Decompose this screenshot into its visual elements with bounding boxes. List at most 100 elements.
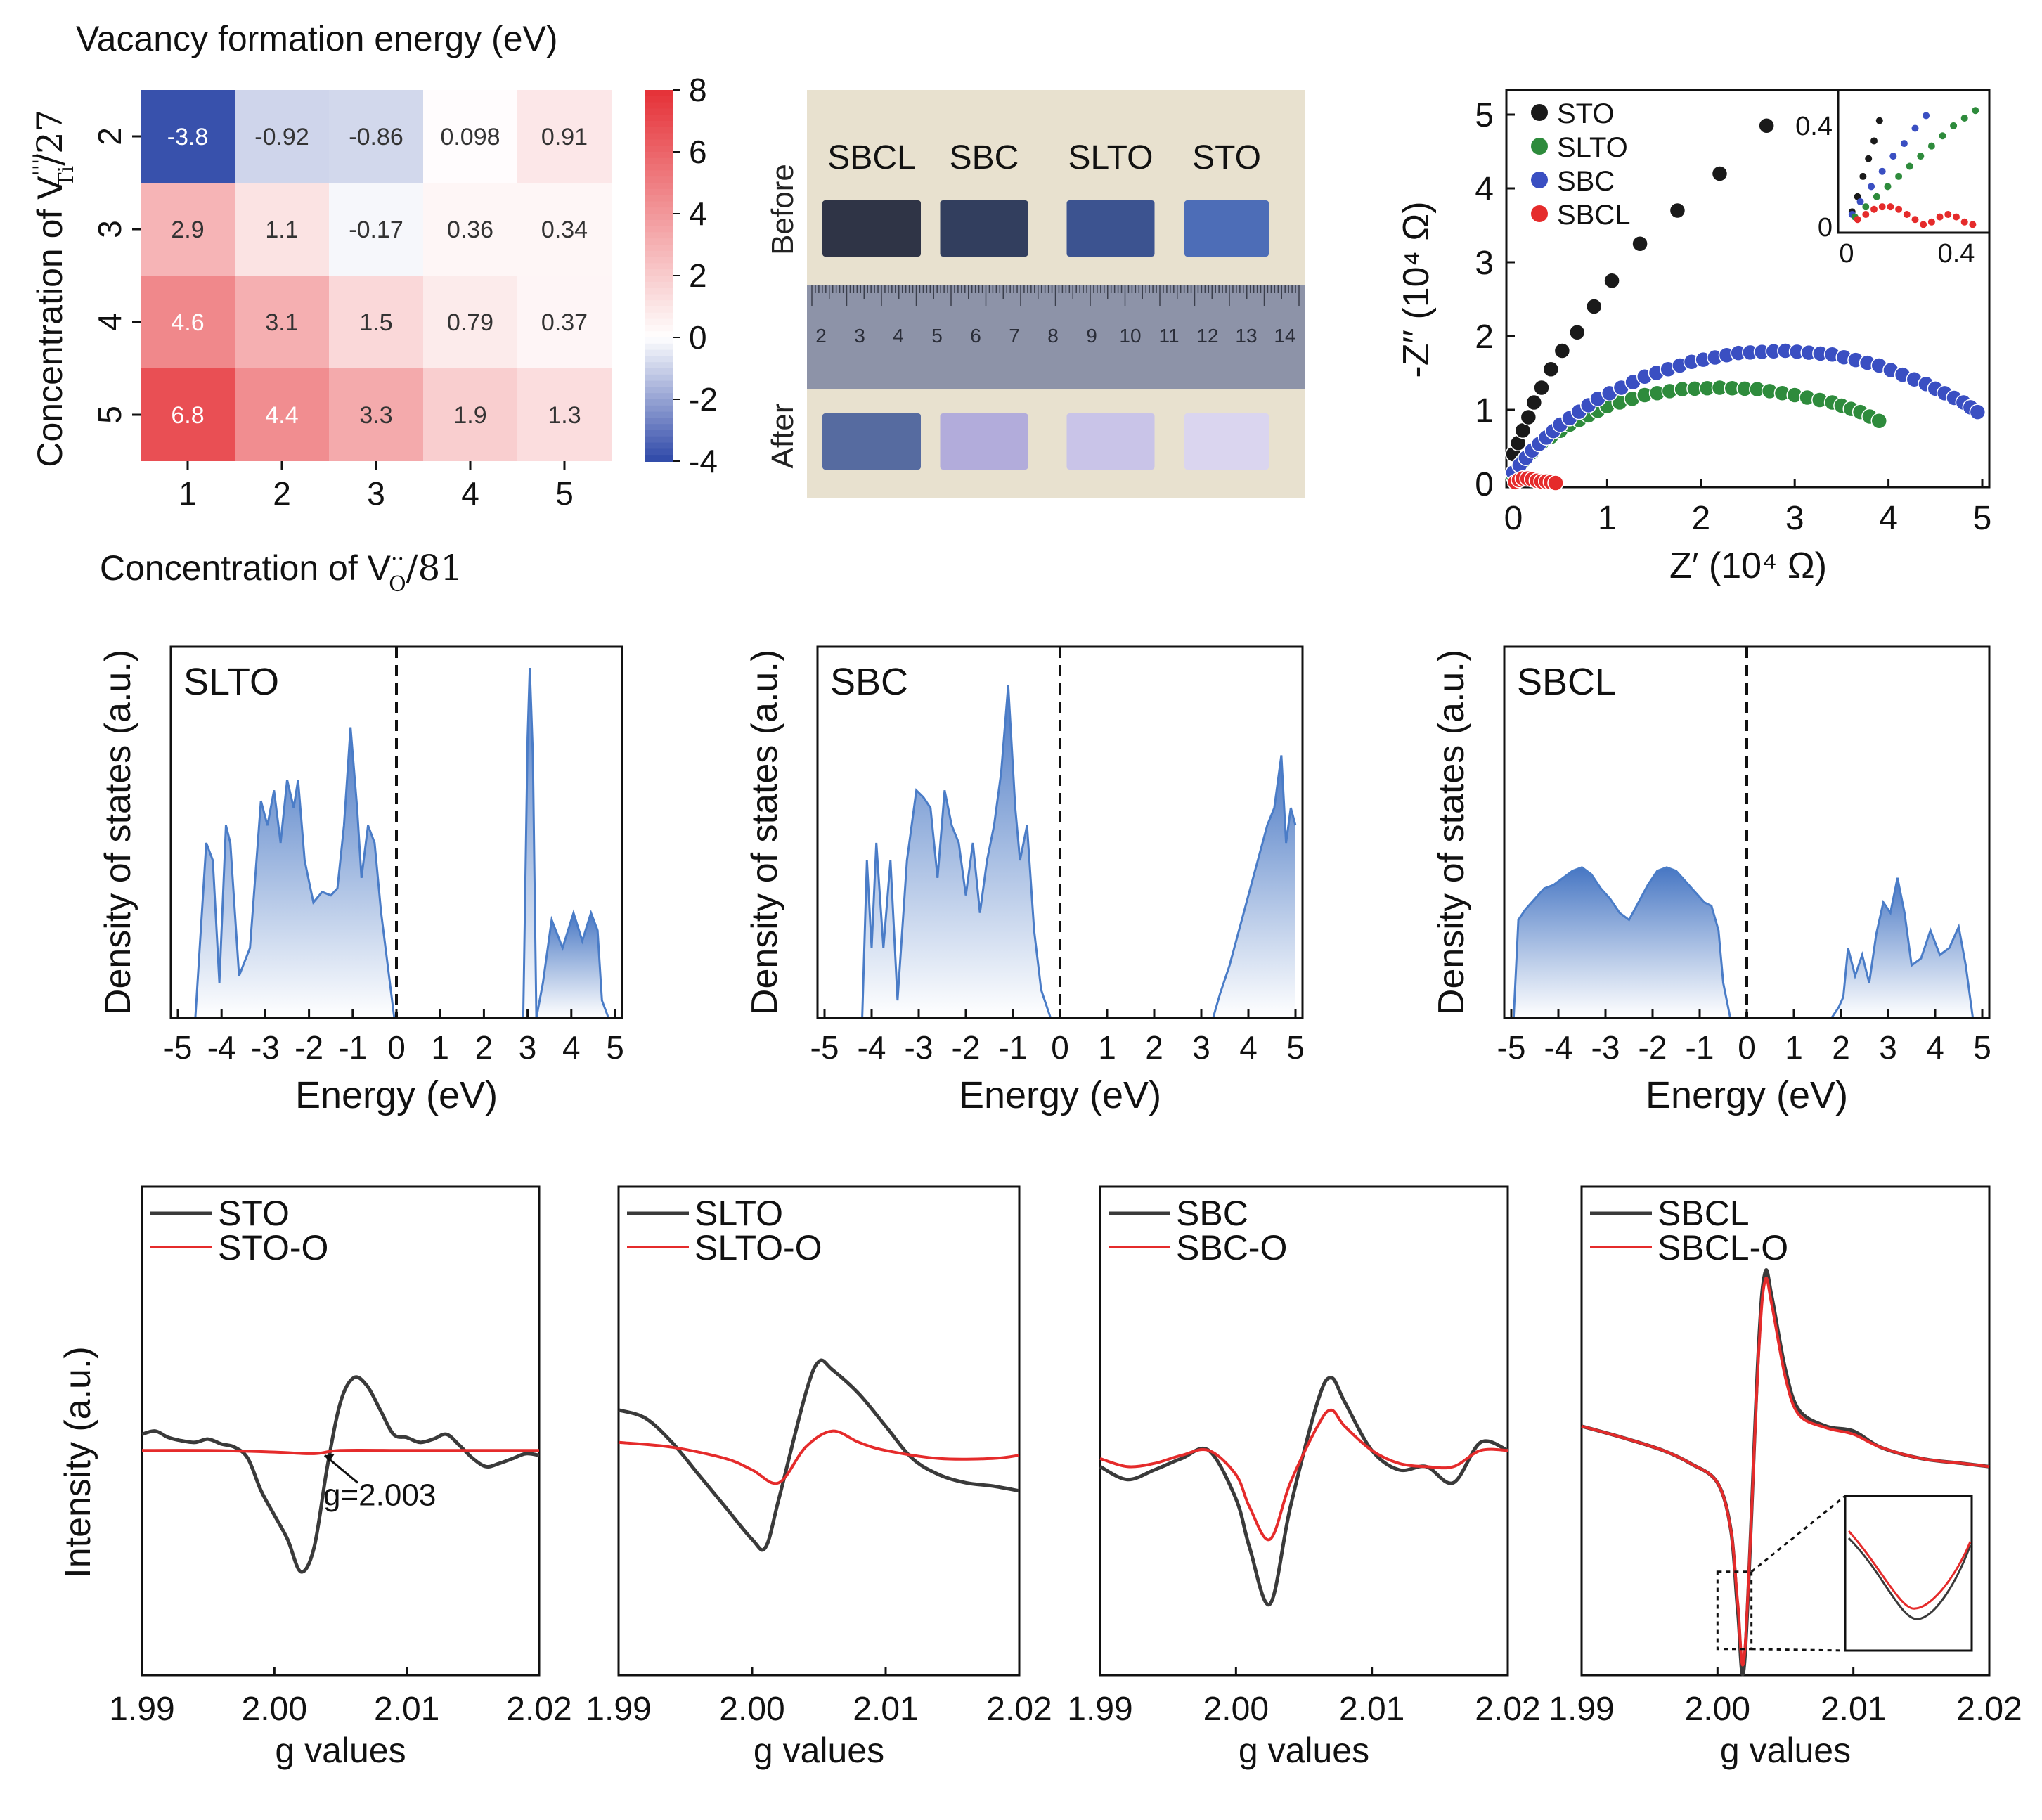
dos-xtick-label: 4 xyxy=(1239,1029,1258,1066)
colorbar-segment xyxy=(645,387,673,394)
dos-ylabel: Density of states (a.u.) xyxy=(1431,650,1472,1015)
epr-ylabel: Intensity (a.u.) xyxy=(58,1346,98,1577)
dos-xtick-label: -5 xyxy=(810,1029,839,1066)
dos-xtick-label: 4 xyxy=(562,1029,581,1066)
colorbar-segment xyxy=(645,325,673,333)
dos-fill xyxy=(195,727,394,1018)
colorbar-segment xyxy=(645,170,673,178)
dos-xtick-label: 2 xyxy=(1832,1029,1850,1066)
heatmap-cell xyxy=(235,183,329,276)
sample-before xyxy=(1066,200,1155,257)
heatmap-panel: Vacancy formation energy (eV) -3.8 -0.92 -… xyxy=(29,19,718,597)
epr-legend-oxidized: SBC-O xyxy=(1176,1228,1287,1267)
eis-ylabel: -Z′′ (10⁴ Ω) xyxy=(1396,201,1437,377)
heatmap-cell-label: 4.6 xyxy=(171,309,204,336)
dos-xtick-label: -1 xyxy=(999,1029,1028,1066)
eis-ytick-label: 5 xyxy=(1475,97,1494,134)
epr-xtick-label: 2.01 xyxy=(1339,1691,1404,1728)
eis-inset-point xyxy=(1923,112,1930,120)
eis-xtick-label: 1 xyxy=(1598,500,1617,537)
dos-xtick-label: 4 xyxy=(1926,1029,1944,1066)
epr-frame xyxy=(1099,1185,1509,1677)
eis-inset-point xyxy=(1856,198,1864,205)
epr-xtick-label: 2.01 xyxy=(374,1691,439,1728)
epr-xlabel: g values xyxy=(754,1731,884,1770)
ruler-label: 14 xyxy=(1274,325,1295,347)
dos-line xyxy=(535,909,610,1019)
eis-inset-point xyxy=(1972,107,1979,115)
heatmap-cell xyxy=(517,368,612,461)
colorbar-segment xyxy=(645,152,673,159)
heatmap-cell xyxy=(235,368,329,461)
heatmap-cell xyxy=(517,90,612,183)
eis-inset-point xyxy=(1936,213,1944,221)
eis-inset-point xyxy=(1873,193,1880,200)
heatmap-cell-label: 6.8 xyxy=(171,402,204,429)
colorbar-tick-label: 0 xyxy=(689,319,707,356)
heatmap-cell xyxy=(329,368,423,461)
heatmap-title: Vacancy formation energy (eV) xyxy=(76,19,558,58)
dos-xtick-label: 2 xyxy=(1145,1029,1163,1066)
heatmap-xtick-label: 4 xyxy=(461,475,479,512)
eis-inset-ytick-label: 0.4 xyxy=(1795,112,1833,141)
heatmap-cell-label: 0.098 xyxy=(440,124,500,150)
sample-photo: Before After SBCL SBC SLTO STO 2 3 4 5 6 7 8 9 10 11… xyxy=(765,90,1305,498)
heatmap-cell-label: -0.17 xyxy=(349,217,403,243)
dos-xtick-label: -5 xyxy=(1497,1029,1526,1066)
colorbar-segment xyxy=(645,318,673,326)
dos-xtick-label: 3 xyxy=(1879,1029,1897,1066)
dos-xlabel: Energy (eV) xyxy=(295,1074,498,1116)
colorbar-segment xyxy=(645,214,673,221)
epr-legend-pristine: SBC xyxy=(1176,1194,1248,1233)
colorbar-segment xyxy=(645,226,673,233)
colorbar-segment xyxy=(645,312,673,320)
colorbar-segment xyxy=(645,201,673,209)
heatmap-cell xyxy=(423,276,517,368)
colorbar-segment xyxy=(645,430,673,437)
colorbar-segment xyxy=(645,139,673,147)
dos-fill xyxy=(1831,877,1973,1018)
heatmap-cell-label: 3.3 xyxy=(359,402,392,429)
sample-before xyxy=(1184,200,1269,257)
heatmap-cell xyxy=(141,183,235,276)
eis-inset-xtick-label: 0 xyxy=(1839,239,1854,269)
heatmap-cell xyxy=(423,90,517,183)
eis-point xyxy=(1533,379,1550,396)
dos-xtick-label: 3 xyxy=(1192,1029,1210,1066)
zoom-connector xyxy=(1750,1495,1846,1573)
colorbar-segment xyxy=(645,115,673,122)
dos-xtick-label: -4 xyxy=(858,1029,886,1066)
dos-panel: SBC -5 -4 -3 -2 -1 0 1 2 3 4 5 Energy (eV) Density of… xyxy=(744,645,1305,1116)
heatmap-cell xyxy=(423,183,517,276)
eis-inset-point xyxy=(1870,205,1878,213)
sample-label: SBCL xyxy=(827,139,915,176)
heatmap-cell xyxy=(141,90,235,183)
colorbar-segment xyxy=(645,455,673,462)
eis-inset-point xyxy=(1939,132,1946,140)
epr-pristine-line xyxy=(141,1375,540,1574)
colorbar-segment xyxy=(645,269,673,276)
eis-point xyxy=(1669,202,1686,219)
colorbar-segment xyxy=(645,183,673,190)
epr-frame xyxy=(141,1185,541,1677)
epr-legend-pristine: SLTO xyxy=(694,1194,783,1233)
heatmap-cell-label: -0.92 xyxy=(254,124,309,150)
dos-xtick-label: -2 xyxy=(295,1029,323,1066)
heatmap-cell-label: 0.36 xyxy=(447,217,493,243)
eis-inset-point xyxy=(1895,205,1903,213)
eis-inset-point xyxy=(1865,155,1873,162)
colorbar-segment xyxy=(645,343,673,351)
eis-inset-point xyxy=(1911,124,1919,132)
eis-inset-point xyxy=(1927,218,1935,226)
ruler-label: 11 xyxy=(1158,325,1179,347)
colorbar-segment xyxy=(645,380,673,388)
eis-xtick-label: 2 xyxy=(1691,500,1710,537)
colorbar-segment xyxy=(645,442,673,450)
dos-xtick-label: 5 xyxy=(606,1029,624,1066)
colorbar-segment xyxy=(645,257,673,264)
dos-xtick-label: 3 xyxy=(519,1029,537,1066)
